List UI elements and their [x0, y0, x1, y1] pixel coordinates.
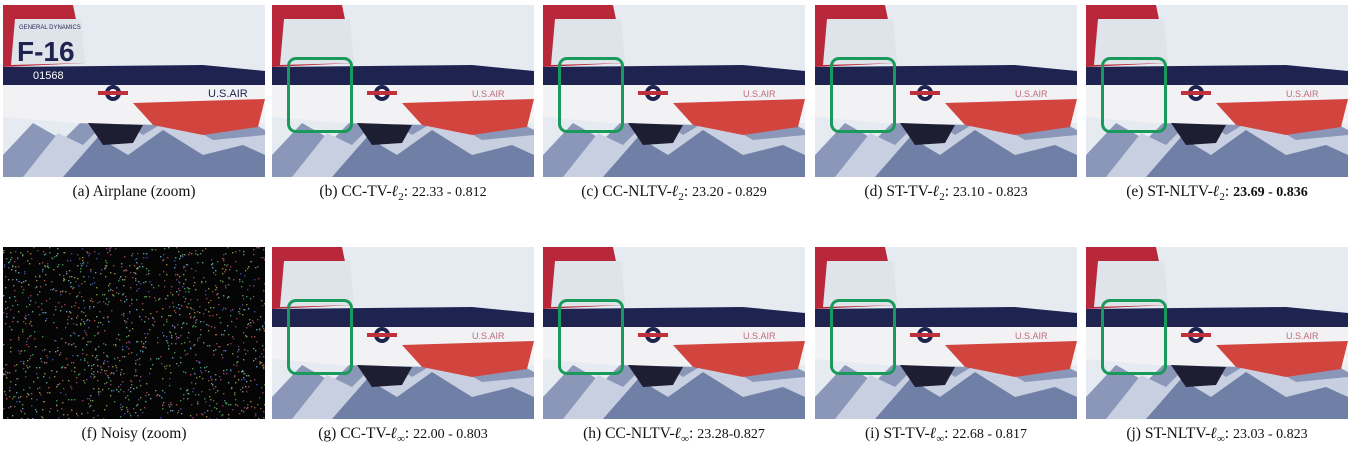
roi-box	[558, 57, 624, 133]
figure-panel: (f) Noisy (zoom)	[3, 247, 265, 442]
roi-box	[830, 57, 896, 133]
figure-panel: U.S.AIR (e) ST-NLTV-ℓ2: 23.69 - 0.836	[1086, 5, 1348, 203]
brand-text: GENERAL DYNAMICS	[19, 25, 81, 31]
norm-subscript: ∞	[1216, 433, 1225, 446]
restored-image: U.S.AIR	[272, 247, 534, 419]
roi-box	[287, 299, 353, 375]
norm-subscript: 2	[1219, 191, 1225, 204]
usair-text: U.S.AIR	[1015, 331, 1048, 341]
usair-text: U.S.AIR	[743, 331, 776, 341]
usair-text: U.S.AIR	[1015, 89, 1048, 99]
usair-text: U.S.AIR	[208, 88, 248, 100]
figure-panel: U.S.AIR (b) CC-TV-ℓ2: 22.33 - 0.812	[272, 5, 534, 203]
caption-tag: (i)	[864, 425, 880, 442]
norm-subscript: 2	[939, 191, 945, 204]
usair-text: U.S.AIR	[743, 89, 776, 99]
ell-symbol: ℓ	[391, 183, 399, 200]
ell-symbol: ℓ	[674, 425, 682, 442]
figure-panel: U.S.AIR (d) ST-TV-ℓ2: 23.10 - 0.823	[815, 5, 1077, 203]
caption-tag: (c)	[581, 183, 599, 200]
figure-panel: F-16 GENERAL DYNAMICS 01568 U.S.AIR (a) Airp…	[3, 5, 265, 200]
caption-method: CC-NLTV-	[602, 183, 672, 200]
roi-box	[1101, 299, 1167, 375]
norm-subscript: ∞	[397, 433, 405, 446]
caption-tag: (h)	[583, 425, 602, 442]
panel-caption: (h) CC-NLTV-ℓ∞: 23.28-0.827	[583, 425, 765, 446]
noisy-image	[3, 247, 265, 419]
roi-box	[830, 299, 896, 375]
panel-caption: (e) ST-NLTV-ℓ2: 23.69 - 0.836	[1126, 183, 1308, 204]
serial-text: 01568	[33, 70, 64, 82]
restored-image: U.S.AIR	[815, 247, 1077, 419]
caption-method: Airplane (zoom)	[92, 183, 196, 200]
original-image: F-16 GENERAL DYNAMICS 01568 U.S.AIR	[3, 5, 265, 177]
caption-score: 23.20 - 0.829	[692, 185, 767, 200]
caption-method: CC-TV-	[341, 183, 392, 200]
panel-caption: (c) CC-NLTV-ℓ2: 23.20 - 0.829	[581, 183, 767, 204]
restored-image: U.S.AIR	[543, 5, 805, 177]
caption-method: ST-NLTV-	[1144, 425, 1211, 442]
roi-box	[1101, 57, 1167, 133]
ell-symbol: ℓ	[932, 183, 940, 200]
roi-box	[558, 299, 624, 375]
usair-text: U.S.AIR	[472, 89, 505, 99]
caption-method: CC-TV-	[340, 425, 391, 442]
panel-caption: (a) Airplane (zoom)	[0, 183, 285, 201]
caption-score: 22.68 - 0.817	[952, 427, 1028, 442]
figure-panel: U.S.AIR (c) CC-NLTV-ℓ2: 23.20 - 0.829	[543, 5, 805, 203]
caption-score: 23.69 - 0.836	[1233, 185, 1308, 200]
caption-tag: (b)	[319, 183, 338, 200]
tail-text: F-16	[17, 36, 75, 67]
restored-image: U.S.AIR	[1086, 247, 1348, 419]
caption-method: CC-NLTV-	[605, 425, 675, 442]
caption-tag: (e)	[1126, 183, 1144, 200]
restored-image: U.S.AIR	[815, 5, 1077, 177]
panel-caption: (d) ST-TV-ℓ2: 23.10 - 0.823	[864, 183, 1028, 204]
caption-method: ST-TV-	[883, 425, 930, 442]
ell-symbol: ℓ	[671, 183, 679, 200]
norm-subscript: ∞	[936, 433, 945, 446]
caption-score: 23.28-0.827	[697, 427, 765, 442]
usair-text: U.S.AIR	[1286, 331, 1319, 341]
norm-subscript: ∞	[681, 433, 690, 446]
panel-caption: (f) Noisy (zoom)	[0, 425, 285, 443]
figure-panel: U.S.AIR (h) CC-NLTV-ℓ∞: 23.28-0.827	[543, 247, 805, 445]
caption-method: ST-TV-	[886, 183, 933, 200]
panel-caption: (j) ST-NLTV-ℓ∞: 23.03 - 0.823	[1126, 425, 1308, 446]
norm-subscript: 2	[678, 191, 684, 204]
panel-caption: (i) ST-TV-ℓ∞: 22.68 - 0.817	[864, 425, 1028, 446]
caption-score: 23.03 - 0.823	[1232, 427, 1308, 442]
restored-image: U.S.AIR	[1086, 5, 1348, 177]
caption-score: 23.10 - 0.823	[952, 185, 1028, 200]
ell-symbol: ℓ	[390, 425, 398, 442]
caption-tag: (a)	[72, 183, 90, 200]
restored-image: U.S.AIR	[272, 5, 534, 177]
figure-panel: U.S.AIR (g) CC-TV-ℓ∞: 22.00 - 0.803	[272, 247, 534, 445]
caption-method: ST-NLTV-	[1147, 183, 1213, 200]
panel-caption: (b) CC-TV-ℓ2: 22.33 - 0.812	[319, 183, 487, 204]
caption-tag: (g)	[318, 425, 337, 442]
caption-score: 22.00 - 0.803	[413, 427, 488, 442]
usair-text: U.S.AIR	[472, 331, 505, 341]
caption-score: 22.33 - 0.812	[411, 185, 487, 200]
figure-panel: U.S.AIR (i) ST-TV-ℓ∞: 22.68 - 0.817	[815, 247, 1077, 445]
caption-tag: (j)	[1126, 425, 1141, 442]
restored-image: U.S.AIR	[543, 247, 805, 419]
norm-subscript: 2	[398, 191, 404, 204]
ell-symbol: ℓ	[1210, 425, 1217, 442]
panel-caption: (g) CC-TV-ℓ∞: 22.00 - 0.803	[318, 425, 488, 446]
figure-panel: U.S.AIR (j) ST-NLTV-ℓ∞: 23.03 - 0.823	[1086, 247, 1348, 445]
caption-method: Noisy (zoom)	[100, 425, 187, 442]
ell-symbol: ℓ	[1212, 183, 1220, 200]
roi-box	[287, 57, 353, 133]
usair-text: U.S.AIR	[1286, 89, 1319, 99]
caption-tag: (d)	[864, 183, 883, 200]
caption-tag: (f)	[81, 425, 97, 442]
ell-symbol: ℓ	[929, 425, 937, 442]
